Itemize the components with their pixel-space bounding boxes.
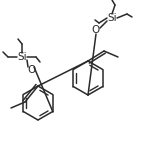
Text: O: O xyxy=(27,65,35,75)
Text: O: O xyxy=(92,25,100,35)
Text: Si: Si xyxy=(107,13,117,23)
Text: Si: Si xyxy=(17,52,27,62)
